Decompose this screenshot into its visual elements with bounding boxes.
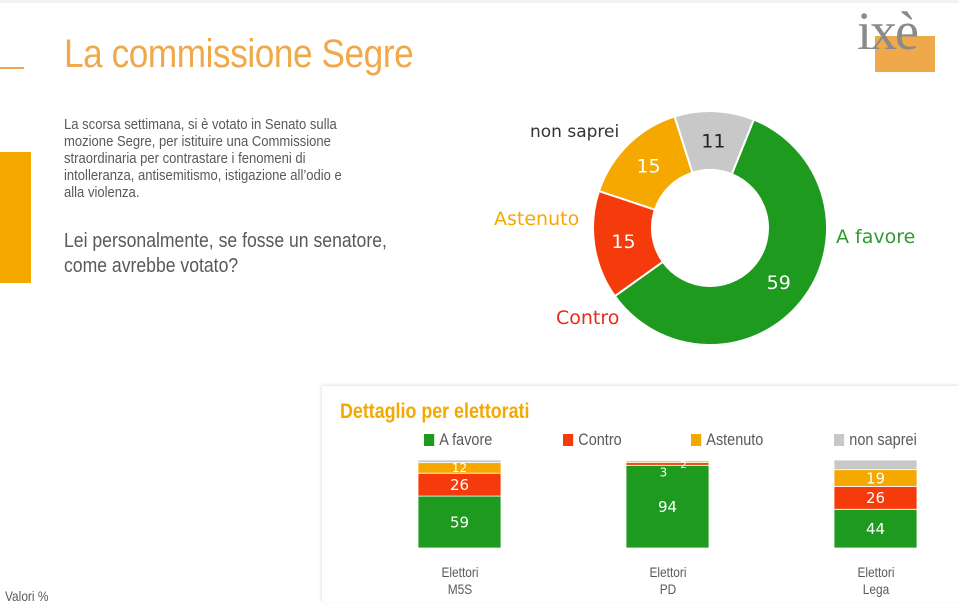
top-border <box>0 0 959 3</box>
bar-segment-non-saprei <box>833 459 918 471</box>
bar-segment-non-saprei <box>625 459 710 462</box>
bar-segment-a-favore <box>833 508 918 549</box>
bar-value-label: 26 <box>450 476 469 494</box>
bar-segment-non-saprei <box>417 459 502 464</box>
legend-label: non saprei <box>849 430 917 449</box>
logo-box <box>875 36 935 72</box>
bar-value-label: 2 <box>680 460 686 471</box>
bar-value-label: 19 <box>866 469 885 487</box>
question-text: Lei personalmente, se fosse un senatore,… <box>64 230 387 277</box>
donut-label-non-saprei: non saprei <box>530 122 620 142</box>
donut-value-non-saprei: 11 <box>701 131 725 153</box>
legend-label: Astenuto <box>706 430 764 449</box>
logo-text: ixè <box>857 1 919 61</box>
donut-value-contro: 15 <box>611 231 635 253</box>
legend-a-favore: A favore <box>424 430 492 450</box>
category-label-line: Elettori <box>649 564 687 580</box>
category-label-line: Elettori <box>857 564 895 580</box>
bar-segment-a-favore <box>625 464 710 549</box>
title-accent-line <box>0 67 24 69</box>
category-label-line: Elettori <box>441 564 479 580</box>
bar-segment-a-favore <box>417 495 502 549</box>
donut-chart: 59 15 15 11 <box>592 110 828 346</box>
bar-value-label: 12 <box>452 461 467 475</box>
bar-value-label: 26 <box>866 489 885 507</box>
category-label-m5s: Elettori M5S <box>409 564 511 598</box>
legend-swatch-a-favore <box>424 433 435 446</box>
legend-non-saprei: non saprei <box>834 430 917 450</box>
legend-swatch-astenuto <box>691 433 702 446</box>
donut-value-astenuto: 15 <box>636 156 660 178</box>
bar-value-label: 44 <box>866 520 885 538</box>
legend-contro: Contro <box>563 430 622 450</box>
bar-value-label: 3 <box>660 466 668 480</box>
bar-value-label: 59 <box>450 513 469 531</box>
donut-label-astenuto: Astenuto <box>494 208 580 230</box>
donut-slice-non-saprei <box>673 110 756 176</box>
donut-label-contro: Contro <box>556 307 620 329</box>
legend-swatch-non-saprei <box>834 433 845 446</box>
donut-value-a-favore: 59 <box>767 272 791 294</box>
category-label-line: Lega <box>862 581 890 597</box>
category-label-lega: Elettori Lega <box>825 564 927 598</box>
legend-astenuto: Astenuto <box>691 430 763 450</box>
category-label-line: PD <box>659 581 677 597</box>
donut-label-a-favore: A favore <box>836 226 916 248</box>
side-accent-bar <box>0 152 31 283</box>
bar-value-label: 94 <box>658 498 677 516</box>
legend-swatch-contro <box>563 433 574 446</box>
category-label-pd: Elettori PD <box>617 564 719 598</box>
legend-label: A favore <box>439 430 493 449</box>
intro-text: La scorsa settimana, si è votato in Sena… <box>64 117 342 201</box>
page-title: La commissione Segre <box>64 32 414 76</box>
brand-logo: ixè <box>857 1 935 72</box>
donut-slice-a-favore <box>613 118 828 346</box>
detail-title: Dettaglio per elettorati <box>340 400 530 423</box>
legend-label: Contro <box>578 430 622 449</box>
footnote: Valori % <box>5 588 49 604</box>
category-label-line: M5S <box>447 581 473 597</box>
